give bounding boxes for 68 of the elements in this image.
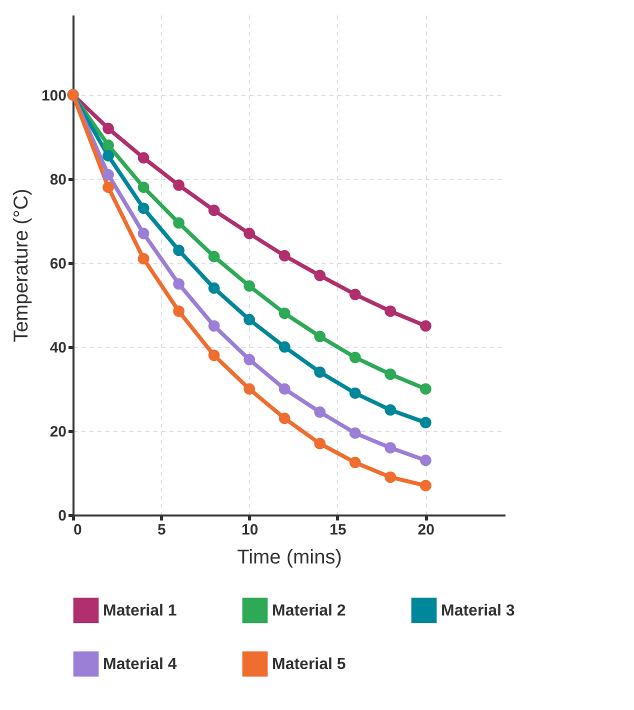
legend-label: Material 1	[103, 602, 177, 620]
point	[420, 416, 432, 428]
point	[314, 330, 326, 342]
point	[349, 352, 361, 364]
point	[278, 250, 290, 262]
point	[314, 406, 326, 418]
point	[138, 152, 150, 164]
point	[384, 306, 396, 317]
point	[244, 383, 256, 395]
point	[173, 179, 184, 191]
y-tick-label: 100	[41, 87, 66, 104]
x-tick-label: 0	[74, 522, 82, 538]
point	[102, 150, 114, 162]
point	[173, 217, 184, 229]
legend-label: Material 5	[272, 656, 346, 673]
y-tick-label: 0	[58, 508, 66, 524]
point	[384, 471, 396, 483]
legend-label: Material 3	[441, 602, 515, 620]
x-tick-label: 5	[157, 522, 166, 538]
point	[349, 387, 361, 399]
x-tick-label: 20	[418, 522, 434, 538]
point	[278, 308, 290, 320]
point	[208, 350, 220, 362]
point	[384, 442, 396, 454]
point	[102, 140, 114, 151]
point	[244, 354, 256, 366]
point	[384, 404, 396, 416]
point	[278, 383, 290, 395]
x-axis-title: Time (mins)	[237, 546, 342, 568]
point	[244, 280, 256, 292]
point	[138, 182, 150, 193]
y-tick-label: 40	[50, 339, 66, 356]
point	[102, 168, 114, 180]
point	[314, 438, 326, 450]
point	[349, 456, 361, 468]
point	[384, 368, 396, 380]
point	[244, 314, 256, 326]
point	[420, 383, 432, 395]
point	[208, 250, 220, 262]
point	[138, 228, 150, 240]
point	[102, 182, 114, 193]
point	[138, 253, 150, 264]
point	[349, 427, 361, 439]
point	[349, 288, 361, 300]
point	[314, 366, 326, 378]
legend-label: Material 2	[272, 602, 346, 620]
point	[173, 244, 184, 256]
legend-label: Material 4	[103, 656, 177, 673]
point	[173, 306, 184, 317]
point	[278, 341, 290, 353]
point	[420, 320, 432, 332]
point	[208, 204, 220, 216]
y-tick-label: 60	[50, 255, 66, 272]
point	[314, 270, 326, 282]
point	[138, 202, 150, 214]
point	[173, 278, 184, 290]
x-tick-label: 15	[330, 522, 346, 538]
point	[420, 480, 432, 492]
point	[208, 320, 220, 332]
point	[102, 122, 114, 134]
y-axis-title: Temperature (°C)	[10, 188, 32, 342]
point	[278, 412, 290, 424]
point	[244, 228, 256, 240]
point	[208, 282, 220, 294]
y-tick-label: 20	[50, 423, 66, 440]
y-tick-label: 80	[50, 171, 66, 188]
x-tick-label: 10	[241, 522, 258, 538]
point	[420, 454, 432, 466]
